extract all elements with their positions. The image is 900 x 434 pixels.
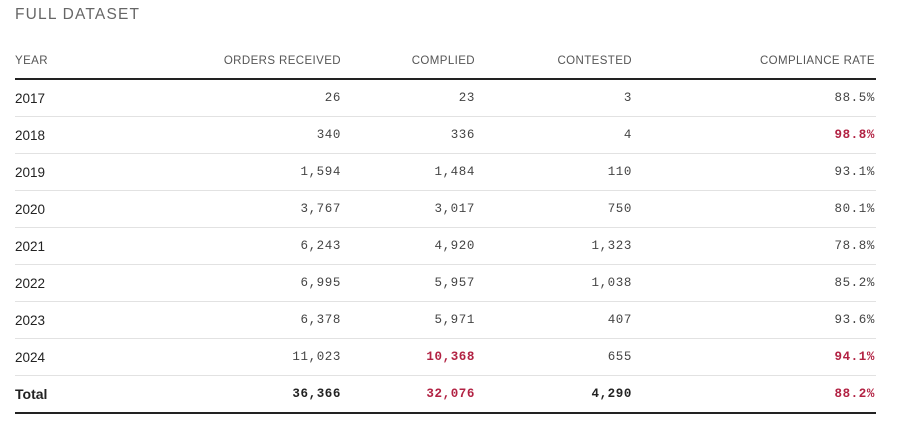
- total-complied-cell: 32,076: [342, 375, 476, 414]
- table-row: 2022 6,995 5,957 1,038 85.2%: [15, 264, 876, 302]
- compliance-rate-cell: 88.5%: [633, 79, 876, 117]
- table-row: 2017 26 23 3 88.5%: [15, 79, 876, 117]
- compliance-rate-cell: 85.2%: [633, 264, 876, 302]
- year-cell: 2021: [15, 227, 135, 265]
- compliance-rate-cell: 94.1%: [633, 338, 876, 376]
- year-cell: 2022: [15, 264, 135, 302]
- contested-cell: 110: [476, 153, 633, 191]
- complied-cell: 336: [342, 116, 476, 154]
- section-title: FULL DATASET: [15, 6, 141, 23]
- table-row: 2018 340 336 4 98.8%: [15, 116, 876, 154]
- dataset-table: YEAR ORDERS RECEIVED COMPLIED CONTESTED …: [15, 44, 876, 414]
- complied-cell: 5,957: [342, 264, 476, 302]
- year-cell: 2019: [15, 153, 135, 191]
- orders-received-cell: 6,243: [135, 227, 342, 265]
- table-row: 2019 1,594 1,484 110 93.1%: [15, 153, 876, 191]
- table-row: 2023 6,378 5,971 407 93.6%: [15, 301, 876, 339]
- compliance-rate-cell: 78.8%: [633, 227, 876, 265]
- complied-cell: 10,368: [342, 338, 476, 376]
- table-header-row: YEAR ORDERS RECEIVED COMPLIED CONTESTED …: [15, 44, 876, 80]
- complied-cell: 4,920: [342, 227, 476, 265]
- contested-cell: 3: [476, 79, 633, 117]
- complied-cell: 23: [342, 79, 476, 117]
- contested-cell: 750: [476, 190, 633, 228]
- orders-received-cell: 6,995: [135, 264, 342, 302]
- orders-received-cell: 6,378: [135, 301, 342, 339]
- contested-cell: 4: [476, 116, 633, 154]
- compliance-rate-cell: 93.1%: [633, 153, 876, 191]
- orders-received-cell: 1,594: [135, 153, 342, 191]
- column-header-year: YEAR: [15, 44, 135, 80]
- contested-cell: 655: [476, 338, 633, 376]
- year-cell: 2023: [15, 301, 135, 339]
- total-orders-received-cell: 36,366: [135, 375, 342, 414]
- complied-cell: 5,971: [342, 301, 476, 339]
- column-header-contested: CONTESTED: [476, 44, 633, 80]
- column-header-complied: COMPLIED: [342, 44, 476, 80]
- compliance-rate-cell: 93.6%: [633, 301, 876, 339]
- total-contested-cell: 4,290: [476, 375, 633, 414]
- contested-cell: 1,323: [476, 227, 633, 265]
- year-cell: 2018: [15, 116, 135, 154]
- compliance-rate-cell: 80.1%: [633, 190, 876, 228]
- orders-received-cell: 340: [135, 116, 342, 154]
- table-row: 2020 3,767 3,017 750 80.1%: [15, 190, 876, 228]
- year-cell: 2017: [15, 79, 135, 117]
- contested-cell: 407: [476, 301, 633, 339]
- column-header-compliance-rate: COMPLIANCE RATE: [633, 44, 876, 80]
- total-row: Total 36,366 32,076 4,290 88.2%: [15, 375, 876, 414]
- column-header-orders-received: ORDERS RECEIVED: [135, 44, 342, 80]
- table-row: 2024 11,023 10,368 655 94.1%: [15, 338, 876, 376]
- total-label: Total: [15, 375, 135, 414]
- year-cell: 2024: [15, 338, 135, 376]
- table-row: 2021 6,243 4,920 1,323 78.8%: [15, 227, 876, 265]
- contested-cell: 1,038: [476, 264, 633, 302]
- orders-received-cell: 3,767: [135, 190, 342, 228]
- orders-received-cell: 11,023: [135, 338, 342, 376]
- year-cell: 2020: [15, 190, 135, 228]
- compliance-rate-cell: 98.8%: [633, 116, 876, 154]
- orders-received-cell: 26: [135, 79, 342, 117]
- total-compliance-rate-cell: 88.2%: [633, 375, 876, 414]
- complied-cell: 3,017: [342, 190, 476, 228]
- complied-cell: 1,484: [342, 153, 476, 191]
